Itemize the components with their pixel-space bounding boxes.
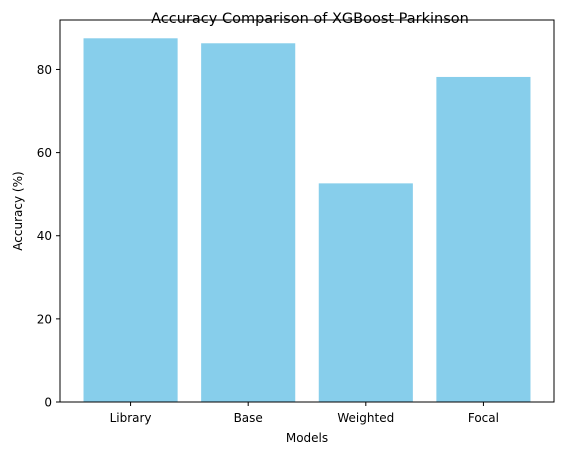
x-axis-label: Models	[286, 431, 328, 445]
x-axis-ticks: Library Base Weighted Focal	[110, 402, 499, 425]
x-tick-label: Base	[234, 411, 263, 425]
plot-frame	[59, 19, 555, 403]
x-tick-label: Focal	[468, 411, 499, 425]
bar-weighted	[318, 183, 413, 402]
bar-base	[201, 43, 296, 402]
y-axis-ticks: 0 20 40 60 80	[37, 63, 60, 410]
y-tick-label: 0	[44, 396, 52, 410]
y-tick-label: 40	[37, 229, 52, 243]
x-tick-label: Library	[110, 411, 152, 425]
bars-group	[83, 38, 531, 402]
bar-focal	[436, 76, 531, 402]
y-tick-label: 60	[37, 146, 52, 160]
x-tick-label: Weighted	[337, 411, 394, 425]
bar-library	[83, 38, 178, 402]
chart-title: Accuracy Comparison of XGBoost Parkinson	[151, 11, 469, 27]
y-tick-label: 80	[37, 63, 52, 77]
y-tick-label: 20	[37, 312, 52, 326]
y-axis-label: Accuracy (%)	[11, 171, 25, 250]
